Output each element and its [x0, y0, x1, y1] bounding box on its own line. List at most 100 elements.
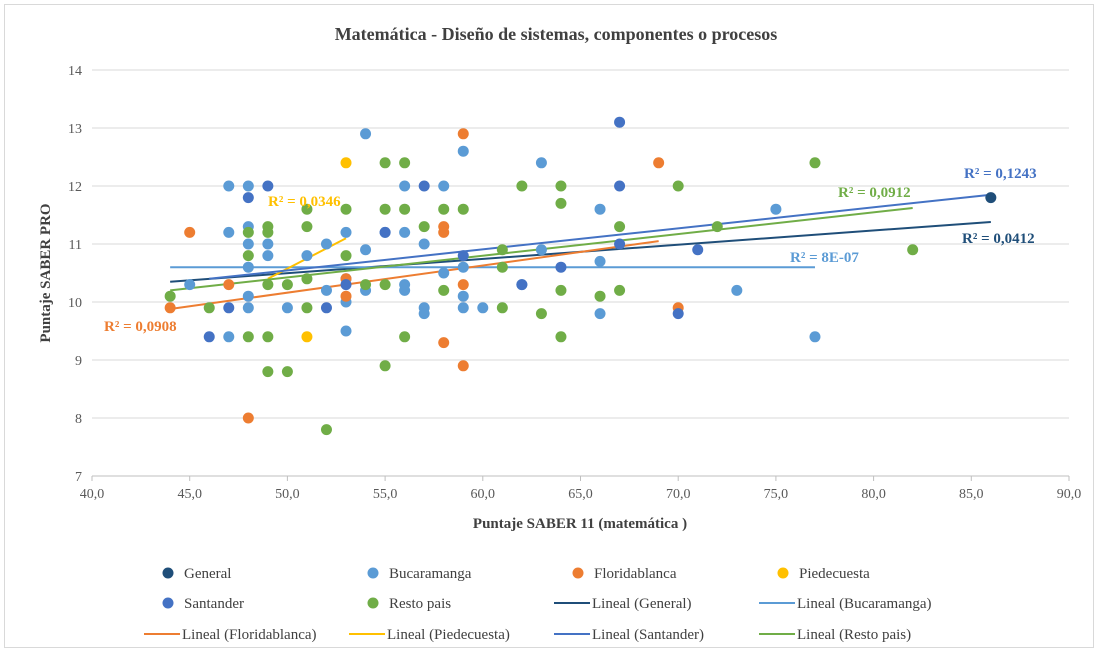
point-santander: [223, 302, 235, 314]
point-bucaramanga: [477, 302, 489, 314]
legend-label: Santander: [184, 596, 244, 612]
point-bucaramanga: [594, 308, 606, 320]
point-bucaramanga: [809, 331, 821, 343]
point-bucaramanga: [301, 250, 313, 262]
chart-title: Matemática - Diseño de sistemas, compone…: [335, 24, 778, 44]
legend-item-9: Lineal (Piedecuesta): [349, 627, 510, 643]
point-resto-pais: [418, 221, 430, 233]
point-resto-pais: [809, 157, 821, 169]
legend-item-10: Lineal (Santander): [554, 627, 704, 643]
point-resto-pais: [399, 157, 411, 169]
point-bucaramanga: [320, 284, 332, 296]
point-bucaramanga: [438, 180, 450, 192]
x-tick-label: 65,0: [568, 487, 593, 502]
r2-label-0: R² = 0,0412: [962, 231, 1035, 247]
r2-label-3: R² = 0,0346: [268, 194, 341, 210]
legend-label: Resto pais: [389, 596, 451, 612]
y-tick-label: 10: [68, 296, 82, 311]
legend-marker: [572, 567, 584, 579]
x-tick-label: 40,0: [80, 487, 105, 502]
x-tick-label: 50,0: [275, 487, 300, 502]
point-bucaramanga: [457, 145, 469, 157]
point-resto-pais: [281, 366, 293, 378]
legend: General Bucaramanga Floridablanca Piedecues…: [144, 566, 932, 643]
axes: 7 8 9 10 11 12 13 14 40,0 45,0 50,0 55,0 60,0 65,0 70,…: [68, 64, 1081, 502]
y-tick-label: 7: [75, 470, 82, 485]
legend-label: Lineal (Resto pais): [797, 627, 911, 643]
point-resto-pais: [399, 331, 411, 343]
legend-item-1: Bucaramanga: [367, 566, 472, 582]
x-tick-label: 85,0: [959, 487, 984, 502]
point-santander: [340, 279, 352, 291]
point-bucaramanga: [457, 302, 469, 314]
legend-item-3: Piedecuesta: [777, 566, 870, 582]
point-bucaramanga: [399, 180, 411, 192]
point-resto-pais: [301, 203, 313, 215]
x-tick-label: 60,0: [471, 487, 496, 502]
point-bucaramanga: [340, 325, 352, 337]
x-axis-title: Puntaje SABER 11 (matemática ): [473, 516, 687, 532]
point-resto-pais: [262, 279, 274, 291]
y-tick-label: 12: [68, 180, 82, 195]
r2-labels: R² = 0,0412 R² = 8E-07 R² = 0,0908 R² = 0,0…: [104, 166, 1037, 335]
point-santander: [516, 279, 528, 291]
r2-label-1: R² = 8E-07: [790, 250, 859, 266]
point-resto-pais: [457, 203, 469, 215]
legend-item-7: Lineal (Bucaramanga): [759, 596, 932, 612]
point-floridablanca: [438, 337, 450, 349]
point-bucaramanga: [242, 238, 254, 250]
point-santander: [262, 180, 274, 192]
legend-item-6: Lineal (General): [554, 596, 692, 612]
x-tick-label: 90,0: [1057, 487, 1082, 502]
point-general: [985, 192, 997, 204]
legend-item-2: Floridablanca: [572, 566, 677, 582]
point-floridablanca: [438, 226, 450, 238]
point-resto-pais: [320, 424, 332, 436]
point-bucaramanga: [418, 238, 430, 250]
point-bucaramanga: [594, 203, 606, 215]
legend-marker: [162, 597, 174, 609]
point-bucaramanga: [184, 279, 196, 291]
point-resto-pais: [301, 273, 313, 285]
x-tick-label: 80,0: [861, 487, 886, 502]
trendlines: [170, 193, 991, 310]
point-bucaramanga: [281, 302, 293, 314]
point-bucaramanga: [438, 267, 450, 279]
point-santander: [242, 192, 254, 204]
legend-item-8: Lineal (Floridablanca): [144, 627, 317, 643]
r2-label-4: R² = 0,1243: [964, 166, 1037, 182]
point-resto-pais: [614, 221, 626, 233]
point-resto-pais: [711, 221, 723, 233]
x-tick-label: 70,0: [666, 487, 691, 502]
point-resto-pais: [516, 180, 528, 192]
point-resto-pais: [438, 203, 450, 215]
point-piedecuesta: [340, 157, 352, 169]
point-bucaramanga: [242, 261, 254, 273]
point-bucaramanga: [535, 157, 547, 169]
point-floridablanca: [164, 302, 176, 314]
point-santander: [418, 180, 430, 192]
point-bucaramanga: [731, 284, 743, 296]
point-resto-pais: [672, 180, 684, 192]
point-bucaramanga: [535, 244, 547, 256]
x-tick-label: 55,0: [373, 487, 398, 502]
y-axis-title: Puntaje SABER PRO: [38, 203, 54, 342]
point-santander: [672, 308, 684, 320]
point-bucaramanga: [223, 331, 235, 343]
legend-label: General: [184, 566, 231, 582]
trendline-4: [209, 193, 991, 280]
point-floridablanca: [340, 290, 352, 302]
point-floridablanca: [653, 157, 665, 169]
point-resto-pais: [340, 203, 352, 215]
point-resto-pais: [555, 331, 567, 343]
point-bucaramanga: [320, 238, 332, 250]
legend-label: Lineal (General): [592, 596, 692, 612]
point-resto-pais: [242, 331, 254, 343]
y-tick-label: 8: [75, 412, 82, 427]
point-bucaramanga: [223, 180, 235, 192]
point-floridablanca: [184, 226, 196, 238]
point-resto-pais: [496, 302, 508, 314]
point-bucaramanga: [262, 250, 274, 262]
point-bucaramanga: [770, 203, 782, 215]
